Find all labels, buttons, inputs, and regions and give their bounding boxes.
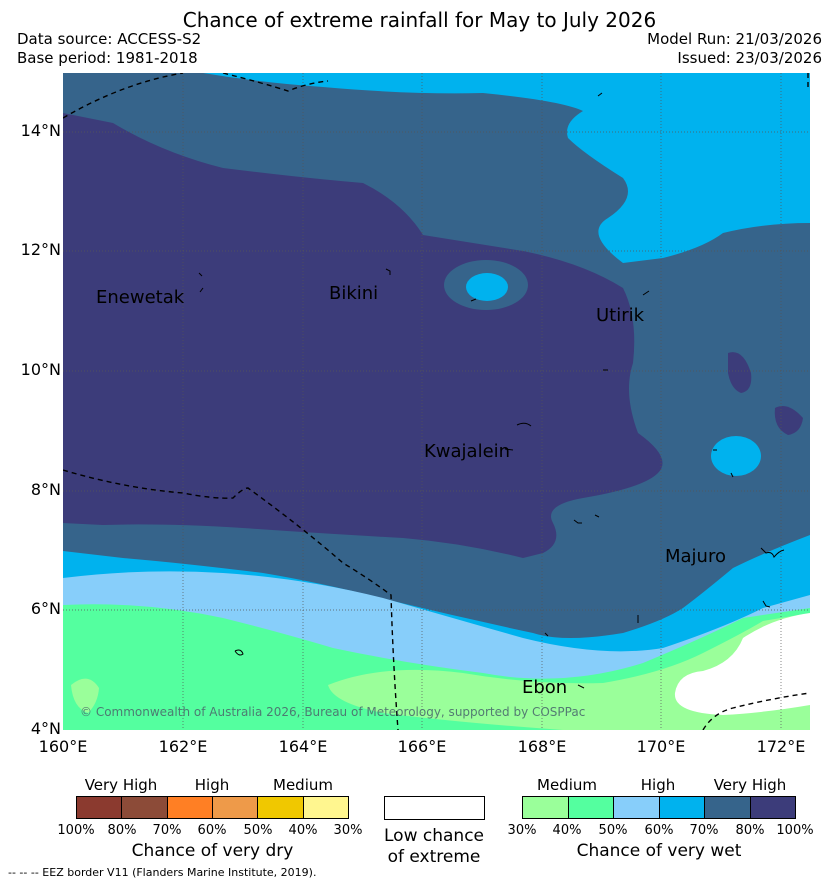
patch-light-2 xyxy=(650,130,706,170)
low-chance-area xyxy=(674,613,810,715)
y-tick-14n: 14°N xyxy=(20,121,61,140)
rainfall-map[interactable] xyxy=(63,73,810,730)
wet-cat-high: High xyxy=(640,776,676,794)
wet-tick: 100% xyxy=(776,823,814,838)
wet-swatch xyxy=(614,797,660,818)
place-enewetak: Enewetak xyxy=(96,287,185,308)
patch-light-1 xyxy=(711,436,761,476)
copyright-notice: © Commonwealth of Australia 2026, Bureau… xyxy=(80,705,586,719)
place-majuro: Majuro xyxy=(665,546,726,567)
patch-30-40 xyxy=(71,678,99,713)
wet-tick: 60% xyxy=(644,823,674,838)
meta-right: Model Run: 21/03/2026 Issued: 23/03/2026 xyxy=(647,30,822,68)
dry-tick: 70% xyxy=(152,823,182,838)
map-title: Chance of extreme rainfall for May to Ju… xyxy=(182,8,657,32)
wet-tick: 70% xyxy=(689,823,719,838)
dry-tick: 60% xyxy=(197,823,227,838)
wet-legend-title: Chance of very wet xyxy=(576,841,742,861)
y-tick-4n: 4°N xyxy=(30,719,61,738)
dry-tick: 100% xyxy=(57,823,95,838)
wet-tick: 30% xyxy=(507,823,537,838)
low-chance-line1: Low chance xyxy=(384,826,484,846)
eez-borders xyxy=(63,73,810,730)
place-kwajalein: Kwajalein xyxy=(424,441,511,462)
dry-cat-medium: Medium xyxy=(273,776,333,794)
dry-tick: 50% xyxy=(243,823,273,838)
eez-note: -- -- -- EEZ border V11 (Flanders Marine… xyxy=(8,866,317,879)
y-tick-6n: 6°N xyxy=(30,599,61,618)
place-bikini: Bikini xyxy=(329,283,379,304)
y-tick-10n: 10°N xyxy=(20,360,61,379)
band-80-100 xyxy=(63,113,663,558)
dry-tick: 80% xyxy=(107,823,137,838)
wet-swatch xyxy=(568,797,614,818)
dry-cat-high: High xyxy=(194,776,230,794)
wet-swatch xyxy=(705,797,751,818)
dry-legend-title: Chance of very dry xyxy=(131,841,294,861)
patch-dark-2 xyxy=(774,405,803,435)
dry-cat-very-high: Very High xyxy=(84,776,158,794)
dry-swatch xyxy=(258,797,304,818)
low-chance-title: Low chance of extreme xyxy=(374,826,494,868)
islands xyxy=(198,92,785,689)
dry-swatch xyxy=(212,797,259,818)
dry-swatch xyxy=(122,797,168,818)
x-tick-172e: 172°E xyxy=(756,737,806,756)
dry-swatch xyxy=(167,797,213,818)
place-ebon: Ebon xyxy=(522,677,568,698)
hole-60-70 xyxy=(466,273,508,301)
wet-colorbar xyxy=(522,796,796,819)
wet-tick: 50% xyxy=(598,823,628,838)
place-utirik: Utirik xyxy=(596,305,645,326)
base-period: Base period: 1981-2018 xyxy=(17,49,198,67)
y-tick-8n: 8°N xyxy=(30,480,61,499)
dry-swatch xyxy=(303,797,348,818)
wet-swatch xyxy=(659,797,705,818)
patch-dark-1 xyxy=(728,352,752,393)
x-tick-162e: 162°E xyxy=(158,737,208,756)
low-chance-line2: of extreme xyxy=(387,847,481,867)
wet-tick: 80% xyxy=(735,823,765,838)
dry-tick: 30% xyxy=(333,823,363,838)
map-canvas xyxy=(63,73,810,730)
data-source: Data source: ACCESS-S2 xyxy=(17,30,202,48)
x-tick-160e: 160°E xyxy=(38,737,88,756)
wet-swatch xyxy=(750,797,795,818)
dry-tick: 40% xyxy=(288,823,318,838)
model-run: Model Run: 21/03/2026 xyxy=(647,30,822,48)
y-tick-12n: 12°N xyxy=(20,240,61,259)
dry-colorbar xyxy=(76,796,349,819)
x-tick-164e: 164°E xyxy=(278,737,328,756)
wet-tick: 40% xyxy=(552,823,582,838)
issued-date: Issued: 23/03/2026 xyxy=(677,49,822,67)
low-chance-swatch xyxy=(384,796,485,820)
x-tick-166e: 166°E xyxy=(397,737,447,756)
x-tick-170e: 170°E xyxy=(636,737,686,756)
dry-swatch xyxy=(77,797,123,818)
x-tick-168e: 168°E xyxy=(517,737,567,756)
wet-swatch xyxy=(523,797,569,818)
meta-left: Data source: ACCESS-S2 Base period: 1981… xyxy=(17,30,201,68)
wet-cat-medium: Medium xyxy=(537,776,597,794)
wet-cat-very-high: Very High xyxy=(713,776,787,794)
